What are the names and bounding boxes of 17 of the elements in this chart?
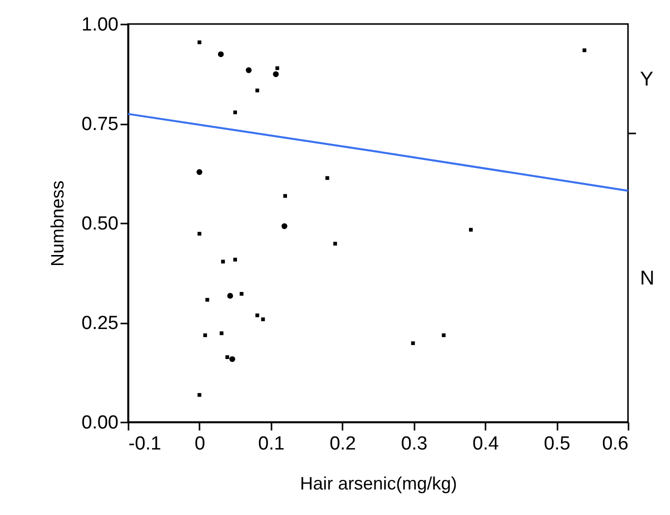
x-tick-label: 0 xyxy=(194,434,206,454)
y-tick-label: 0.75 xyxy=(82,114,118,135)
x-axis-title: Hair arsenic(mg/kg) xyxy=(300,474,458,494)
x-tick-label: 0.3 xyxy=(401,434,428,454)
text: N xyxy=(640,268,654,290)
x-tick-label: 0.2 xyxy=(330,434,356,454)
y-tick-label: 0.50 xyxy=(82,214,118,234)
x-tick-label: 0.6 xyxy=(602,434,628,454)
text: Y xyxy=(640,68,654,91)
y-tick-label: 1.00 xyxy=(82,14,118,36)
y-tick-label: 0.00 xyxy=(82,412,118,434)
x-tick-label: 0.1 xyxy=(258,434,285,454)
x-tick-label: 0.4 xyxy=(472,434,500,454)
x-tick-label: -0.1 xyxy=(128,434,162,454)
x-tick-label: 0.5 xyxy=(544,434,570,454)
y-axis-title: Numbness xyxy=(48,180,68,267)
y-tick-label: 0.25 xyxy=(82,313,118,334)
